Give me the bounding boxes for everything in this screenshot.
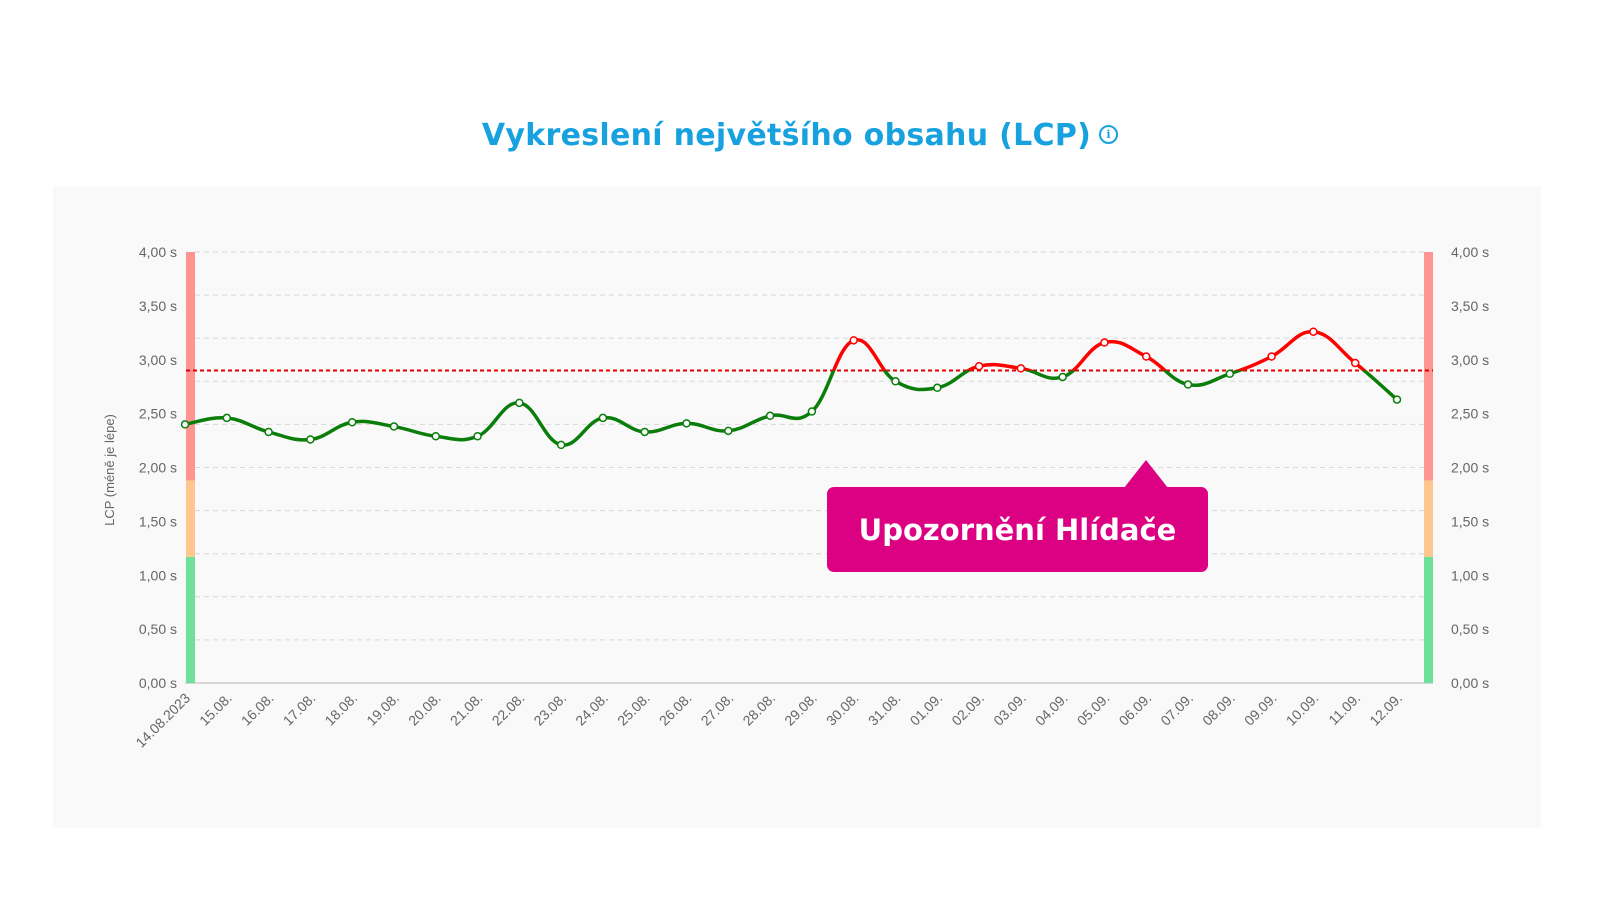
y-tick-right: 2,00 s: [1451, 460, 1489, 476]
y-tick-left: 1,50 s: [139, 513, 177, 529]
x-tick: 21.08.: [447, 690, 486, 729]
y-tick-right: 0,50 s: [1451, 621, 1489, 637]
chart-panel: [53, 186, 1541, 828]
y-tick-left: 3,00 s: [139, 352, 177, 368]
right-band-poor: [1424, 252, 1433, 481]
x-tick: 03.09.: [990, 690, 1029, 729]
x-tick: 23.08.: [530, 690, 569, 729]
data-point-marker[interactable]: [1392, 395, 1402, 404]
y-tick-right: 1,00 s: [1451, 567, 1489, 583]
x-tick: 08.09.: [1199, 690, 1238, 729]
data-point-marker[interactable]: [807, 407, 817, 416]
chart-title: Vykreslení největšího obsahu (LCP) i: [0, 118, 1600, 153]
data-point-marker[interactable]: [598, 413, 608, 423]
x-tick: 20.08.: [405, 690, 444, 729]
data-point-marker[interactable]: [556, 440, 566, 450]
lcp-line-good: [184, 370, 1399, 447]
data-point-marker[interactable]: [1141, 352, 1151, 361]
x-tick: 26.08.: [656, 690, 695, 729]
x-tick: 24.08.: [572, 690, 611, 729]
data-point-marker[interactable]: [640, 427, 649, 437]
data-point-marker[interactable]: [1267, 352, 1276, 361]
x-tick: 02.09.: [948, 690, 987, 729]
data-point-marker[interactable]: [974, 361, 984, 371]
data-point-marker[interactable]: [473, 432, 482, 441]
y-tick-left: 4,00 s: [139, 244, 177, 260]
info-icon[interactable]: i: [1099, 125, 1119, 144]
x-tick: 07.09.: [1157, 690, 1196, 729]
data-point-marker[interactable]: [1058, 372, 1067, 382]
right-band-needs-improvement: [1424, 480, 1433, 557]
data-point-marker[interactable]: [1309, 327, 1318, 336]
x-tick: 29.08.: [781, 690, 820, 729]
left-band-needs-improvement: [186, 480, 195, 557]
x-tick: 06.09.: [1116, 690, 1155, 729]
data-point-marker[interactable]: [222, 413, 232, 423]
callout-arrow-icon: [1124, 460, 1168, 488]
data-point-marker[interactable]: [515, 398, 524, 408]
left-band-good: [186, 556, 195, 683]
y-tick-left: 0,50 s: [139, 621, 177, 637]
y-tick-right: 4,00 s: [1451, 244, 1489, 260]
x-tick: 01.09.: [907, 690, 946, 729]
x-tick: 28.08.: [739, 690, 778, 729]
callout-label: Upozornění Hlídače: [858, 512, 1177, 547]
right-band-good: [1424, 556, 1433, 683]
x-tick: 16.08.: [238, 690, 277, 729]
x-tick: 10.09.: [1283, 690, 1322, 729]
data-point-marker[interactable]: [264, 427, 273, 437]
x-tick: 18.08.: [321, 690, 360, 729]
watchdog-alert-callout[interactable]: Upozornění Hlídače: [827, 487, 1208, 572]
x-tick: 17.08.: [280, 690, 319, 729]
x-tick: 05.09.: [1074, 690, 1113, 729]
x-tick: 11.09.: [1325, 690, 1363, 728]
y-tick-left: 0,00 s: [139, 675, 177, 691]
data-point-marker[interactable]: [1183, 380, 1193, 389]
y-tick-left: 2,00 s: [139, 460, 177, 476]
y-tick-right: 2,50 s: [1451, 406, 1489, 422]
x-tick: 09.09.: [1241, 690, 1280, 729]
x-tick: 22.08.: [489, 690, 528, 729]
x-tick: 25.08.: [614, 690, 653, 729]
x-tick: 12.09.: [1366, 690, 1405, 729]
data-point-marker[interactable]: [389, 422, 399, 431]
y-tick-left: 1,00 s: [139, 567, 177, 583]
data-point-marker[interactable]: [1100, 338, 1109, 347]
data-point-marker[interactable]: [180, 420, 190, 429]
chart-title-text: Vykreslení největšího obsahu (LCP): [481, 118, 1092, 153]
data-point-marker[interactable]: [1016, 364, 1026, 373]
x-tick: 19.08.: [363, 690, 402, 729]
x-tick: 31.08.: [865, 690, 904, 729]
data-point-marker[interactable]: [431, 432, 441, 441]
y-tick-left: 2,50 s: [139, 406, 177, 422]
data-point-marker[interactable]: [1225, 369, 1235, 379]
data-point-marker[interactable]: [682, 419, 691, 428]
y-tick-right: 3,00 s: [1451, 352, 1489, 368]
data-point-marker[interactable]: [849, 336, 858, 345]
data-point-marker[interactable]: [724, 426, 733, 436]
x-tick: 14.08.2023: [132, 690, 193, 751]
x-tick: 04.09.: [1032, 690, 1071, 729]
data-point-marker[interactable]: [891, 377, 900, 386]
left-band-poor: [186, 252, 195, 481]
data-point-marker[interactable]: [306, 435, 315, 444]
y-axis-label: LCP (méně je lépe): [102, 414, 117, 526]
y-tick-right: 0,00 s: [1451, 675, 1489, 691]
data-point-marker[interactable]: [765, 411, 775, 421]
x-tick: 27.08.: [698, 690, 737, 729]
lcp-line-alert: [831, 329, 1367, 371]
x-tick: 15.08.: [196, 690, 235, 729]
y-tick-left: 3,50 s: [139, 298, 177, 314]
y-tick-right: 1,50 s: [1451, 513, 1489, 529]
x-tick: 30.08.: [823, 690, 862, 729]
y-tick-right: 3,50 s: [1451, 298, 1489, 314]
data-point-marker[interactable]: [1350, 358, 1360, 368]
data-point-marker[interactable]: [933, 383, 942, 393]
data-point-marker[interactable]: [347, 417, 357, 427]
